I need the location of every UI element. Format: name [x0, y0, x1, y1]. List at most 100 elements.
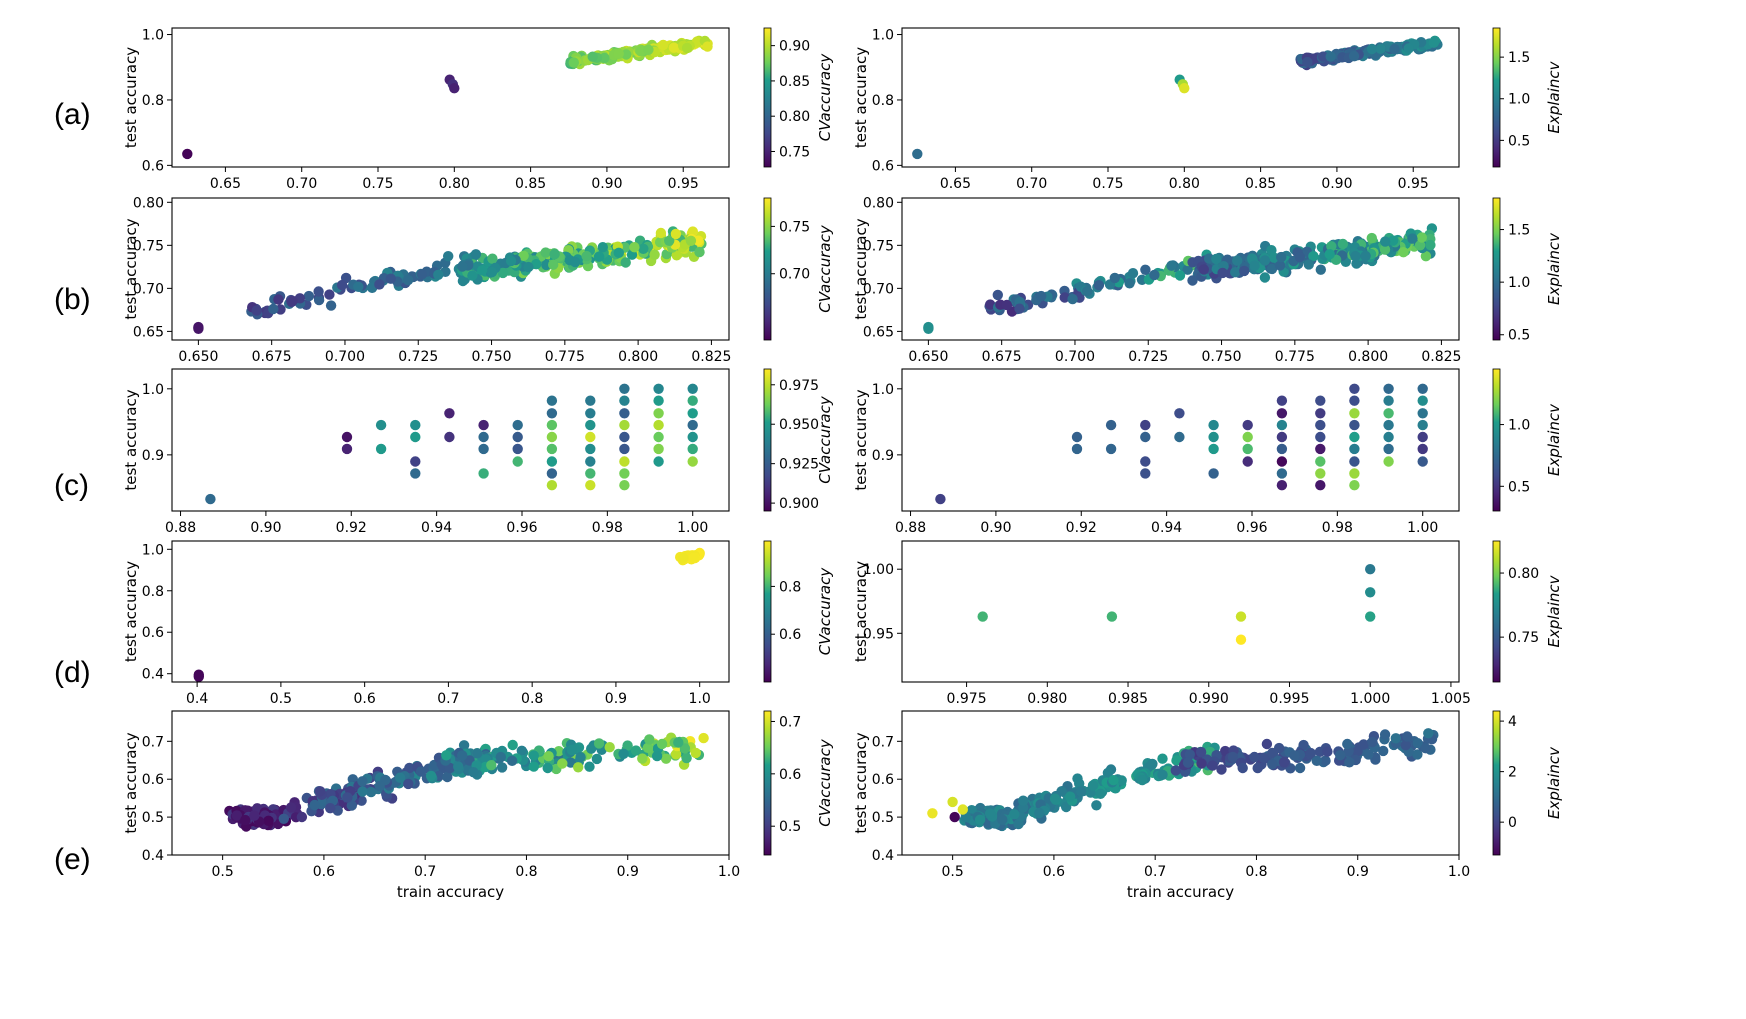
point [1402, 731, 1413, 742]
point [619, 419, 630, 431]
point [593, 738, 605, 749]
point [1157, 753, 1168, 764]
point [1425, 239, 1436, 251]
point [341, 431, 353, 443]
y-tick-label: 0.70 [133, 281, 164, 297]
point [470, 249, 482, 260]
point [619, 480, 630, 491]
point [1326, 241, 1337, 252]
point [1088, 780, 1099, 791]
y-tick-label: 0.7 [872, 734, 894, 750]
point [985, 299, 996, 310]
colorbar [1492, 197, 1501, 341]
point [1412, 738, 1423, 749]
y-tick-label: 0.4 [872, 848, 894, 864]
point [1109, 272, 1121, 284]
y-axis-label: test accuracy [122, 47, 140, 148]
row-label-d: (d) [54, 656, 91, 689]
point [546, 408, 558, 419]
y-tick-label: 0.9 [872, 448, 894, 464]
point [410, 468, 421, 479]
point [702, 41, 713, 52]
point [1349, 395, 1360, 406]
point [346, 800, 357, 811]
point [1179, 83, 1190, 94]
colorbar [1492, 540, 1501, 683]
x-tick-label: 0.675 [982, 349, 1022, 365]
point [1276, 395, 1288, 406]
point [1407, 233, 1418, 244]
point [1196, 758, 1207, 769]
point [1414, 240, 1426, 251]
point [620, 257, 631, 268]
point [997, 814, 1008, 825]
point [585, 480, 596, 491]
point [1344, 757, 1355, 768]
point [444, 431, 455, 443]
point [584, 761, 595, 772]
point [1259, 272, 1271, 283]
point [1276, 443, 1288, 455]
y-axis-label: test accuracy [852, 732, 870, 833]
point [512, 443, 523, 455]
point [1105, 443, 1117, 455]
point [1348, 50, 1360, 62]
y-tick-label: 1.0 [872, 28, 894, 44]
colorbar [763, 540, 772, 683]
x-tick-label: 0.750 [1201, 349, 1241, 365]
point [231, 810, 243, 821]
point [486, 760, 497, 771]
point [1235, 611, 1247, 622]
point [1375, 43, 1386, 54]
point [315, 786, 326, 797]
point [1242, 419, 1253, 431]
point [1383, 408, 1394, 419]
point [573, 762, 584, 773]
point [687, 431, 698, 443]
x-tick-label: 0.95 [1398, 176, 1429, 192]
point [1380, 236, 1391, 247]
point [1315, 468, 1326, 479]
point [1149, 269, 1160, 281]
point [1239, 265, 1250, 277]
point [630, 745, 642, 756]
y-tick-label: 0.8 [872, 93, 894, 109]
point [325, 803, 336, 814]
colorbar-tick-label: 0 [1508, 815, 1517, 831]
point [923, 323, 934, 334]
x-tick-label: 0.65 [940, 176, 971, 192]
x-tick-label: 0.75 [1092, 176, 1123, 192]
y-axis-label: test accuracy [122, 561, 140, 662]
point [1242, 431, 1253, 443]
point [1140, 468, 1151, 479]
point [1417, 408, 1428, 419]
point [1230, 267, 1241, 278]
point [585, 443, 596, 455]
point [1071, 443, 1083, 455]
point [486, 266, 498, 278]
point [1349, 468, 1360, 479]
colorbar [1492, 27, 1501, 168]
point [653, 431, 664, 443]
point [313, 294, 325, 306]
point [1106, 611, 1118, 622]
point [518, 250, 529, 261]
point [375, 443, 387, 455]
y-tick-label: 0.80 [863, 195, 894, 211]
x-tick-label: 0.65 [210, 176, 241, 192]
point [619, 431, 630, 443]
point [394, 772, 406, 783]
y-tick-label: 1.0 [872, 382, 894, 398]
point [1242, 456, 1253, 467]
point [1311, 755, 1323, 766]
x-tick-label: 0.90 [1321, 176, 1352, 192]
point [1208, 443, 1219, 455]
point [1383, 456, 1394, 467]
point [653, 443, 664, 455]
point [1140, 264, 1151, 275]
colorbar-tick-label: 0.70 [779, 267, 810, 283]
colorbar-tick-label: 0.75 [779, 219, 810, 235]
point [531, 259, 542, 270]
point [1366, 232, 1378, 244]
point [512, 419, 523, 431]
